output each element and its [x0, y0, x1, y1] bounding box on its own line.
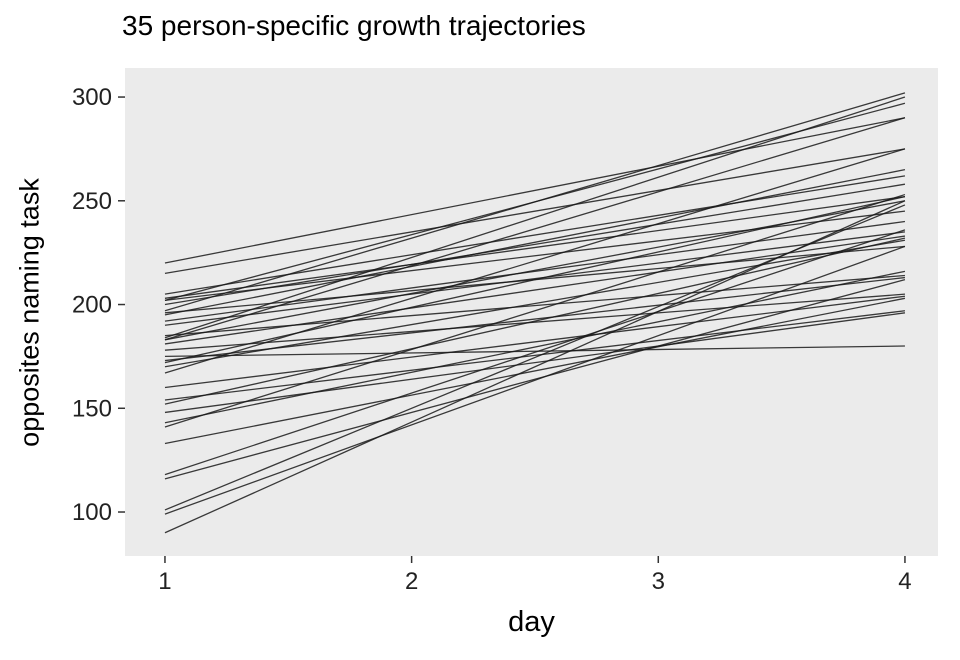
trajectory-line	[164, 117, 906, 341]
trajectory-line	[164, 210, 906, 302]
x-tick-label: 3	[652, 568, 665, 595]
y-tick-label: 250	[72, 188, 112, 215]
trajectory-line	[164, 297, 906, 445]
trajectory-line	[164, 229, 906, 476]
trajectory-line	[164, 96, 906, 339]
trajectory-line	[164, 200, 906, 341]
y-tick-label: 150	[72, 395, 112, 422]
x-axis-title: day	[508, 606, 555, 638]
chart-title: 35 person-specific growth trajectories	[122, 10, 586, 41]
trajectory-line	[164, 220, 906, 322]
y-axis-title: opposites naming task	[14, 178, 45, 447]
trajectory-line	[164, 231, 906, 326]
trajectory-line	[164, 148, 906, 374]
trajectory-line	[164, 276, 906, 362]
x-tick-label: 1	[158, 568, 171, 595]
trajectory-line	[164, 148, 906, 275]
trajectory-line	[164, 175, 906, 295]
y-tick-label: 300	[72, 84, 112, 111]
trajectory-line	[164, 310, 906, 401]
y-tick-label: 200	[72, 292, 112, 319]
trajectory-line	[164, 204, 906, 511]
trajectory-line	[164, 279, 906, 480]
x-tick-label: 4	[898, 568, 911, 595]
trajectory-line	[164, 312, 906, 414]
x-tick-label: 2	[405, 568, 418, 595]
trajectory-line	[164, 245, 906, 314]
trajectory-line	[164, 117, 906, 264]
trajectory-line	[164, 195, 906, 299]
trajectory-line	[164, 293, 905, 351]
trajectory-line	[164, 237, 906, 405]
trajectory-line	[164, 169, 906, 316]
trajectory-line	[164, 270, 906, 424]
trajectory-line	[164, 183, 906, 306]
trajectory-line	[164, 274, 905, 337]
y-tick-label: 100	[72, 499, 112, 526]
trajectory-line	[164, 239, 906, 368]
trajectory-line	[164, 345, 905, 358]
trajectory-line	[164, 102, 906, 302]
trajectory-line	[164, 295, 906, 389]
trajectory-line	[164, 193, 906, 428]
